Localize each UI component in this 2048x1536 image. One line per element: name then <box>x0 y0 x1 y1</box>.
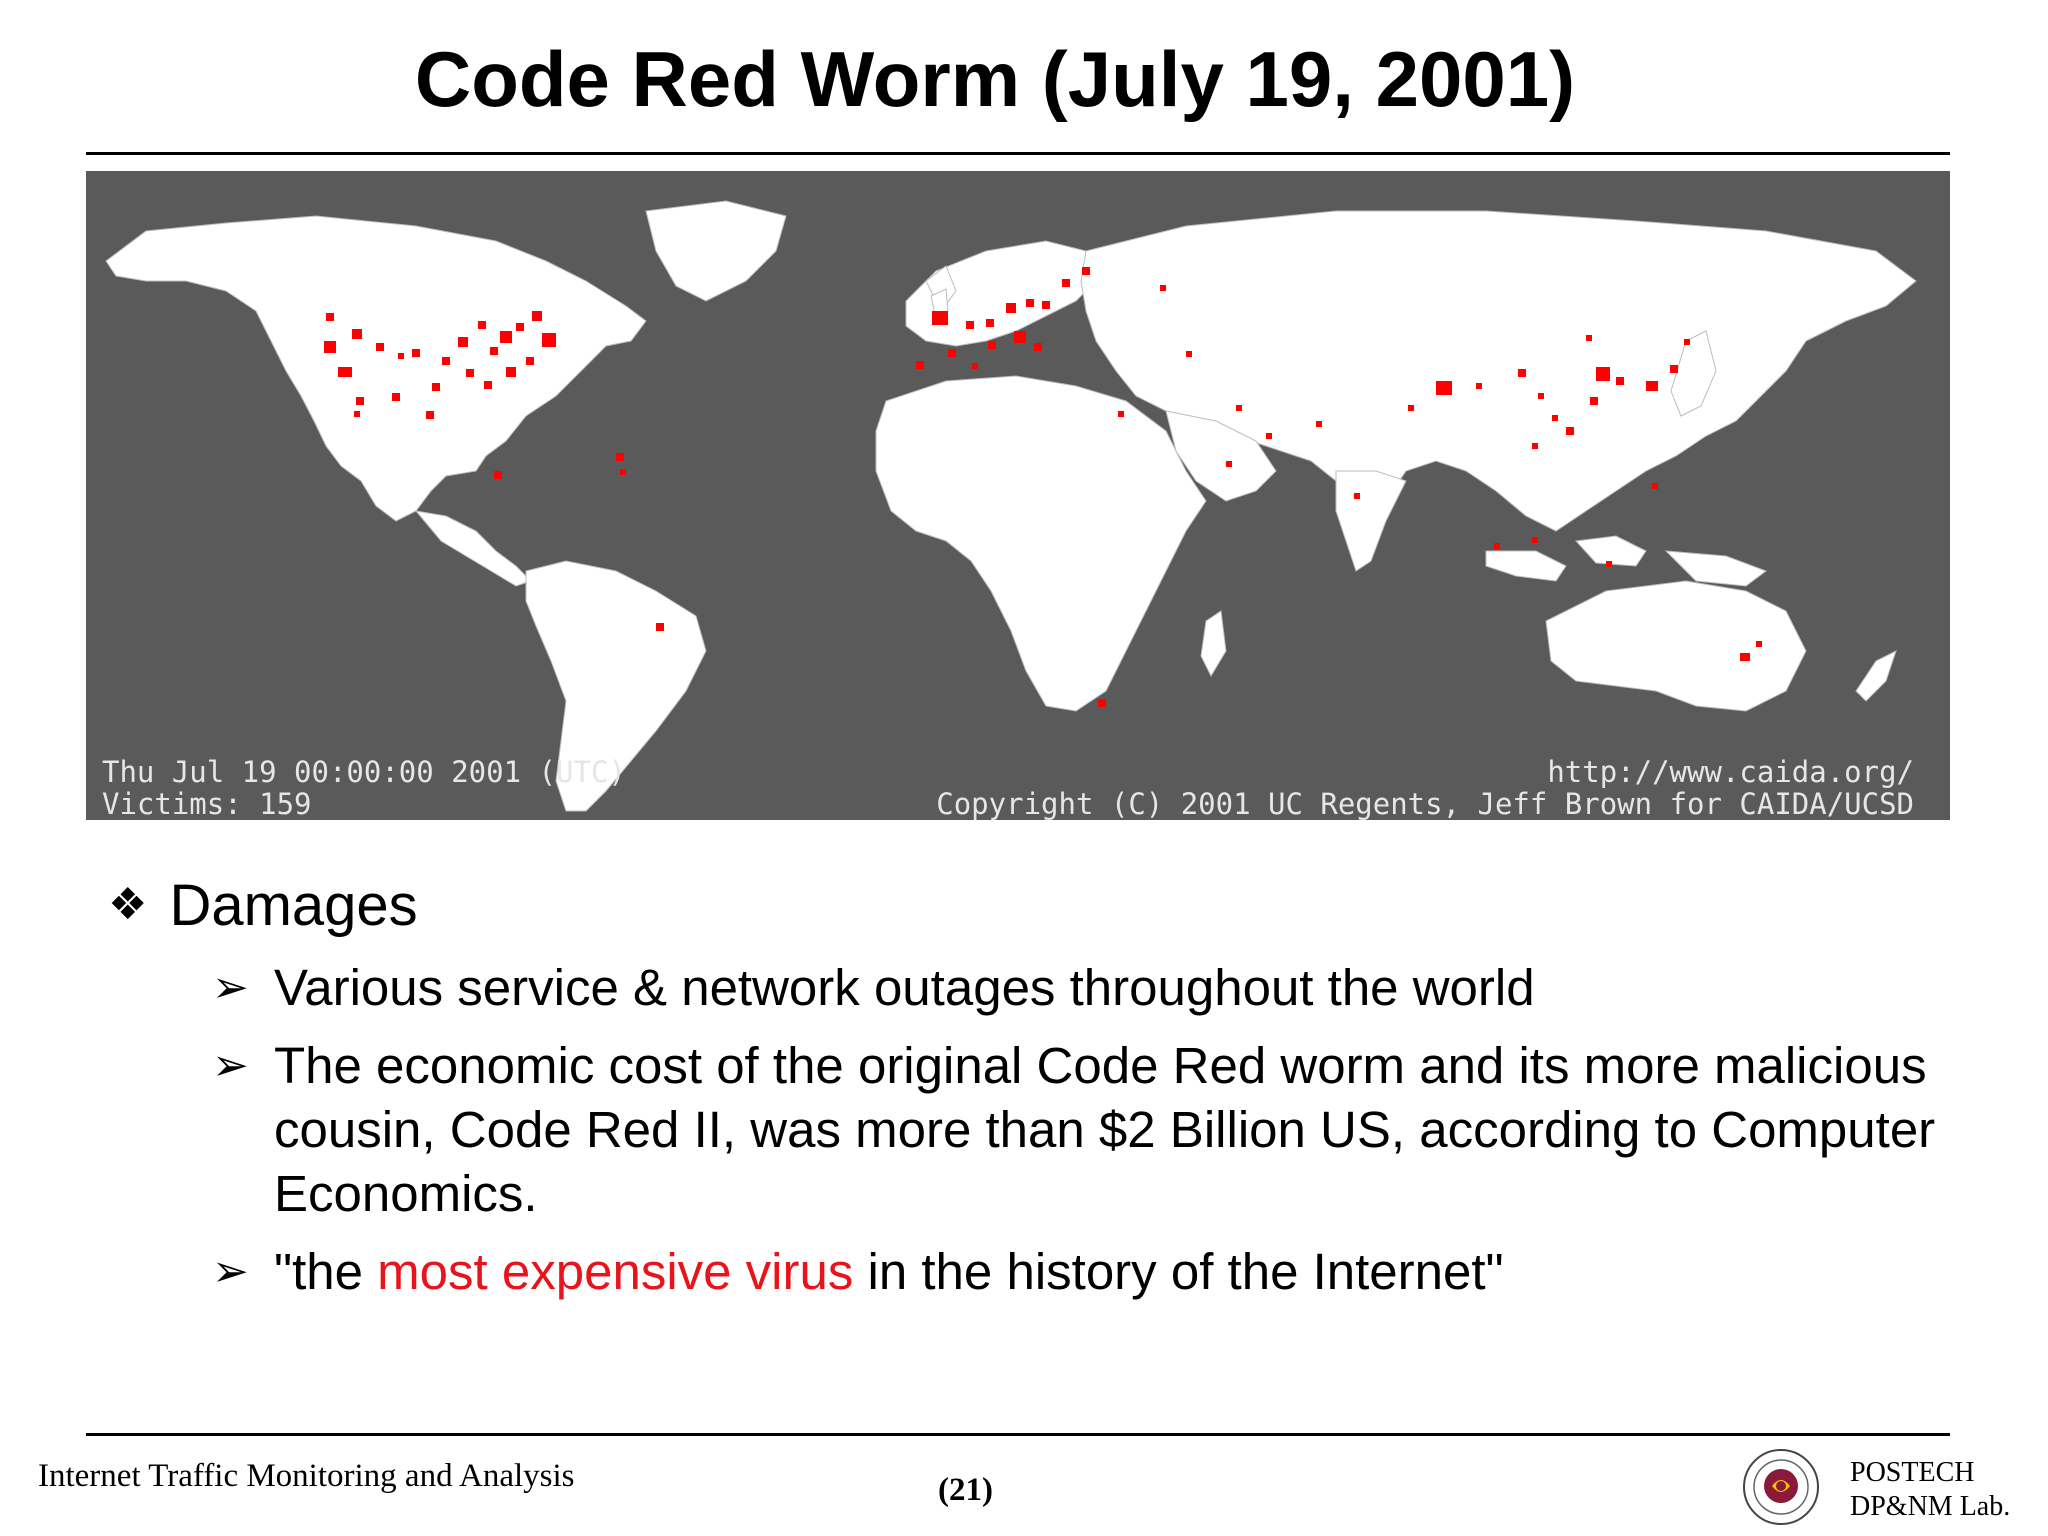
quote-start: "the <box>274 1243 378 1300</box>
postech-seal-icon <box>1743 1449 1819 1525</box>
title-divider <box>86 152 1950 155</box>
sub-bullet-text: "the most expensive virus in the history… <box>274 1240 1954 1304</box>
world-map-icon <box>105 200 1917 812</box>
damages-bullet: ❖ Damages <box>108 872 418 939</box>
footer-divider <box>86 1433 1950 1436</box>
lab-name: DP&NM Lab. <box>1850 1491 2011 1522</box>
diamond-bullet-icon: ❖ <box>108 879 148 930</box>
map-victims-caption: Victims: 159 <box>102 787 312 820</box>
damages-heading: Damages <box>169 873 418 938</box>
sub-bullet-text: Various service & network outages throug… <box>274 959 1535 1016</box>
highlighted-phrase: most expensive virus <box>377 1243 854 1300</box>
arrow-bullet-icon: ➢ <box>212 1246 249 1297</box>
quote-end: in the history of the Internet" <box>853 1243 1504 1300</box>
map-copyright-caption: Copyright (C) 2001 UC Regents, Jeff Brow… <box>936 787 1914 820</box>
page-number: (21) <box>938 1472 993 1508</box>
footer-org: POSTECH DP&NM Lab. <box>1850 1456 2010 1524</box>
world-map-image: Thu Jul 19 00:00:00 2001 (UTC) Victims: … <box>86 171 1950 820</box>
org-name: POSTECH <box>1850 1457 1975 1488</box>
slide-title: Code Red Worm (July 19, 2001) <box>414 35 1576 123</box>
map-date-caption: Thu Jul 19 00:00:00 2001 (UTC) <box>102 755 626 789</box>
footer-course-title: Internet Traffic Monitoring and Analysis <box>38 1458 575 1494</box>
arrow-bullet-icon: ➢ <box>212 962 249 1013</box>
sub-bullet-text: The economic cost of the original Code R… <box>274 1037 1936 1222</box>
arrow-bullet-icon: ➢ <box>212 1040 249 1091</box>
map-url-caption: http://www.caida.org/ <box>1547 755 1914 789</box>
